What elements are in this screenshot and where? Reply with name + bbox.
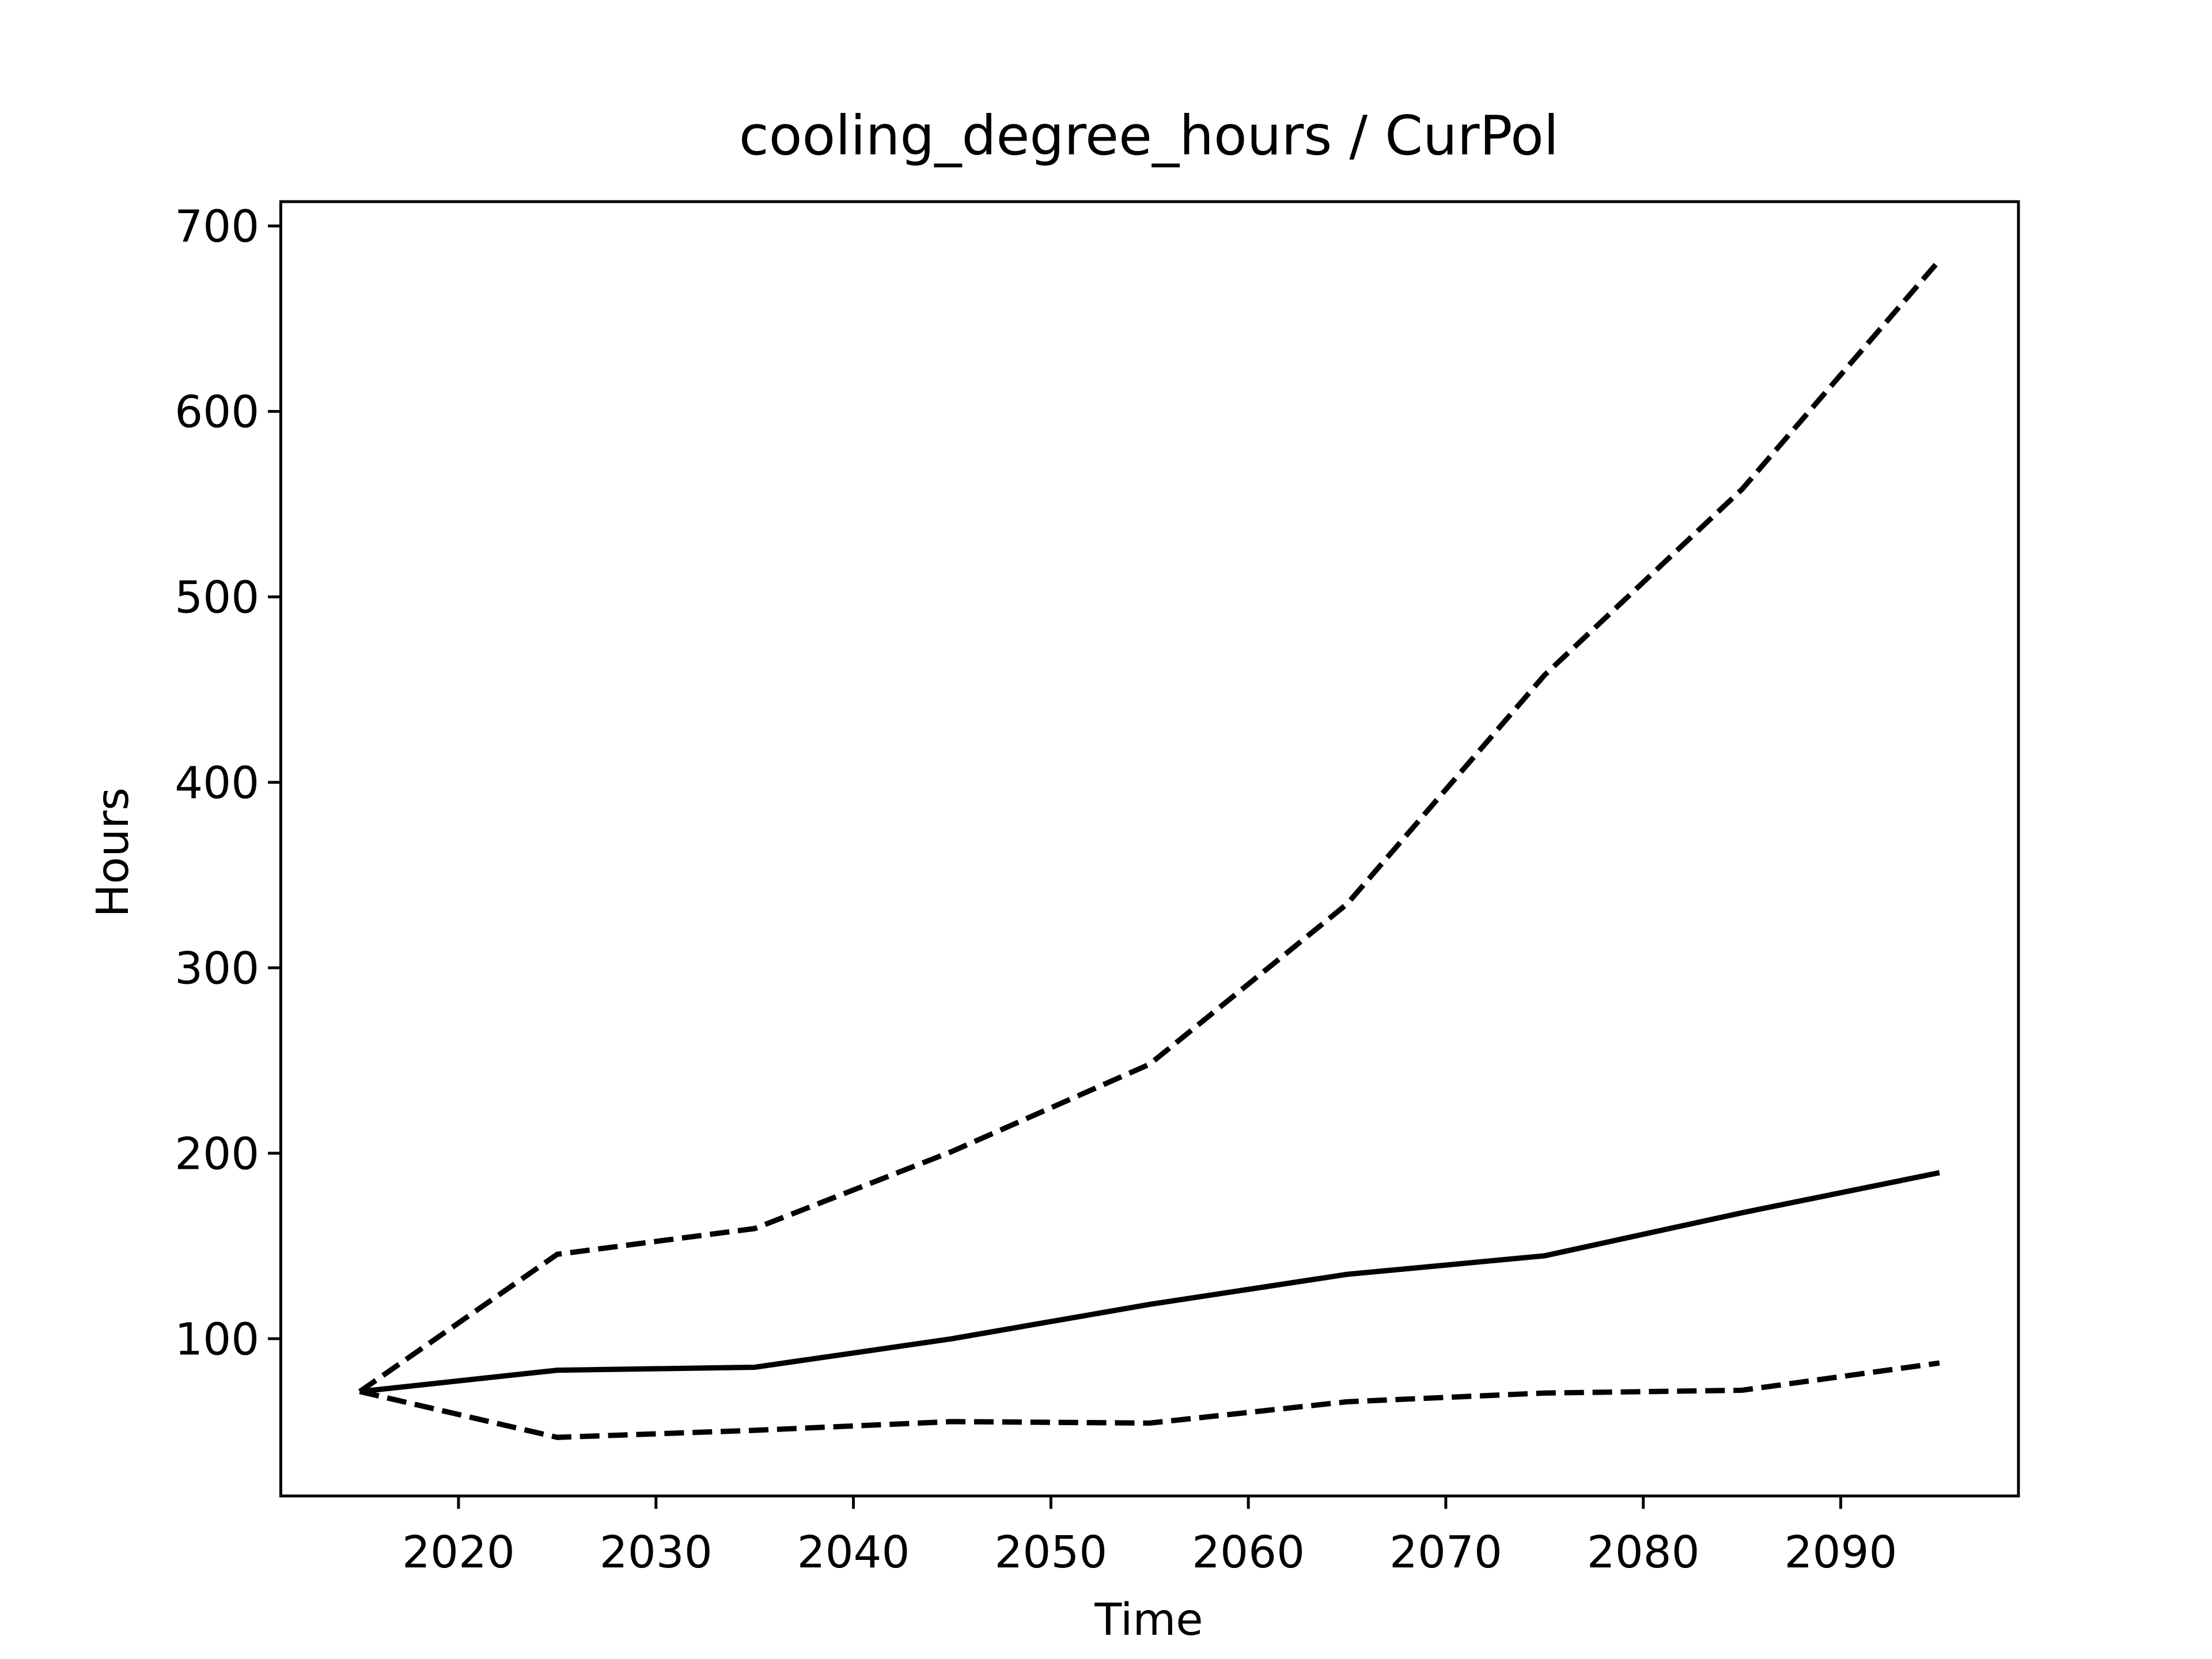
x-tick-label: 2030 — [600, 1527, 713, 1578]
y-tick-label: 300 — [175, 943, 259, 994]
line-series — [359, 1360, 1940, 1440]
x-tick-label: 2060 — [1192, 1527, 1305, 1578]
y-tick-label: 100 — [175, 1314, 259, 1365]
y-tick-label: 200 — [175, 1128, 259, 1180]
y-axis-label: Hours — [88, 787, 139, 917]
y-tick-label: 400 — [175, 757, 259, 809]
x-tick-label: 2080 — [1587, 1527, 1700, 1578]
plot-frame — [279, 200, 2020, 1498]
line-series — [359, 1170, 1940, 1395]
x-axis-label: Time — [1094, 1594, 1203, 1646]
x-tick-label: 2070 — [1389, 1527, 1502, 1578]
x-tick-label: 2040 — [797, 1527, 910, 1578]
x-tick-label: 2090 — [1785, 1527, 1897, 1578]
chart-title: cooling_degree_hours / CurPol — [739, 104, 1559, 168]
y-tick-label: 600 — [175, 387, 259, 438]
x-tick-label: 2020 — [402, 1527, 515, 1578]
y-tick-label: 700 — [175, 202, 259, 253]
y-tick-label: 500 — [175, 572, 259, 623]
x-tick-label: 2050 — [994, 1527, 1107, 1578]
